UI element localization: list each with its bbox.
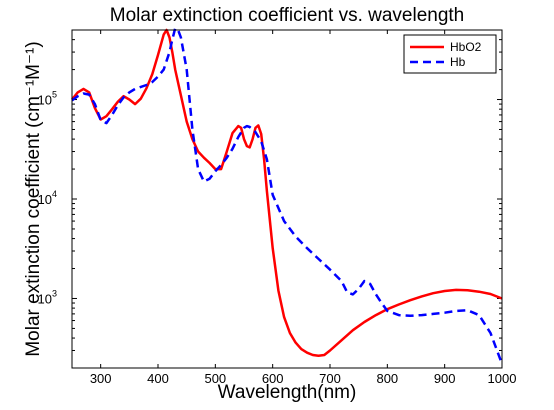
- x-axis-ticks: 300 400 500 600 700 800 900 1000: [90, 30, 517, 386]
- x-tick-label: 800: [376, 371, 398, 386]
- y-tick-label-exponent: 4: [52, 189, 57, 199]
- y-tick-label-exponent: 3: [52, 288, 57, 298]
- x-tick-label: 400: [147, 371, 169, 386]
- x-tick-label: 500: [204, 371, 226, 386]
- legend-label: Hb: [450, 55, 466, 69]
- x-tick-label: 600: [262, 371, 284, 386]
- y-tick-label-base: 10: [38, 192, 52, 207]
- y-tick-label-base: 10: [38, 93, 52, 108]
- y-tick-label-base: 10: [38, 291, 52, 306]
- y-tick-label-exponent: 5: [52, 90, 57, 100]
- series-line-hb: [71, 27, 504, 365]
- y-axis-label: Molar extinction coefficient (cm⁻¹M⁻¹): [23, 41, 44, 356]
- legend-box: [403, 34, 497, 74]
- x-tick-label: 900: [434, 371, 456, 386]
- x-tick-label: 1000: [488, 371, 517, 386]
- x-tick-label: 700: [319, 371, 341, 386]
- series-line-hbo2: [71, 28, 503, 358]
- plot-border: [71, 29, 503, 369]
- plot-area: [71, 29, 503, 369]
- chart-title: Molar extinction coefficient vs. wavelen…: [110, 5, 465, 26]
- x-axis-label: Wavelength(nm): [218, 382, 357, 403]
- x-tick-label: 300: [90, 371, 112, 386]
- legend-label: HbO2: [450, 40, 482, 54]
- series-layer: [71, 27, 504, 365]
